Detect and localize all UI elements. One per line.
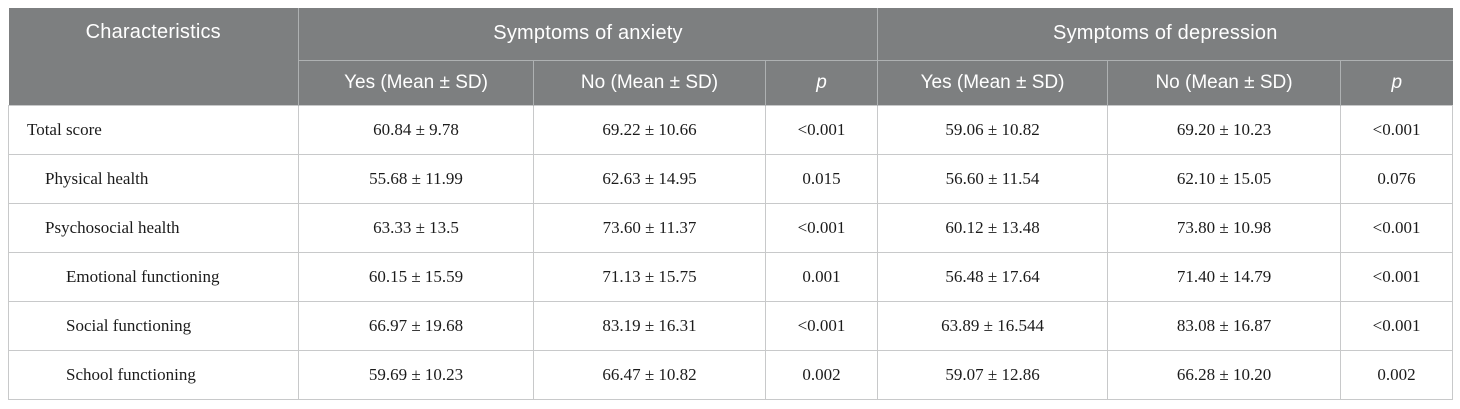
row-label: Social functioning bbox=[8, 300, 299, 351]
cell-depression-no: 71.40 ± 14.79 bbox=[1107, 251, 1342, 302]
table-row: Social functioning 66.97 ± 19.68 83.19 ±… bbox=[8, 300, 1454, 351]
table-row: Psychosocial health 63.33 ± 13.5 73.60 ±… bbox=[8, 202, 1454, 253]
cell-depression-p: <0.001 bbox=[1340, 202, 1454, 253]
cell-depression-no: 69.20 ± 10.23 bbox=[1107, 104, 1342, 155]
header-anxiety-no: No (Mean ± SD) bbox=[533, 60, 766, 105]
cell-anxiety-p: <0.001 bbox=[764, 300, 879, 351]
cell-depression-p: <0.001 bbox=[1340, 251, 1454, 302]
header-anxiety-p: p bbox=[764, 60, 878, 105]
header-group-depression: Symptoms of depression bbox=[877, 8, 1453, 61]
header-depression-yes: Yes (Mean ± SD) bbox=[877, 60, 1108, 105]
cell-depression-no: 62.10 ± 15.05 bbox=[1107, 153, 1342, 204]
cell-anxiety-no: 83.19 ± 16.31 bbox=[533, 300, 766, 351]
row-label: Physical health bbox=[8, 153, 299, 204]
cell-anxiety-p: <0.001 bbox=[764, 104, 879, 155]
table-row: Physical health 55.68 ± 11.99 62.63 ± 14… bbox=[8, 153, 1454, 204]
cell-anxiety-yes: 66.97 ± 19.68 bbox=[298, 300, 534, 351]
cell-anxiety-p: 0.015 bbox=[764, 153, 879, 204]
row-label: School functioning bbox=[8, 349, 299, 400]
symptoms-comparison-table: Characteristics Symptoms of anxiety Symp… bbox=[8, 8, 1454, 400]
table-body: Total score 60.84 ± 9.78 69.22 ± 10.66 <… bbox=[8, 104, 1454, 400]
row-label: Psychosocial health bbox=[8, 202, 299, 253]
table-row: Emotional functioning 60.15 ± 15.59 71.1… bbox=[8, 251, 1454, 302]
cell-depression-no: 66.28 ± 10.20 bbox=[1107, 349, 1342, 400]
cell-anxiety-no: 66.47 ± 10.82 bbox=[533, 349, 766, 400]
cell-depression-yes: 59.07 ± 12.86 bbox=[877, 349, 1109, 400]
header-group-row: Characteristics Symptoms of anxiety Symp… bbox=[8, 8, 1453, 105]
cell-anxiety-yes: 55.68 ± 11.99 bbox=[298, 153, 534, 204]
cell-depression-p: 0.076 bbox=[1340, 153, 1454, 204]
cell-depression-p: <0.001 bbox=[1340, 104, 1454, 155]
cell-anxiety-yes: 60.84 ± 9.78 bbox=[298, 104, 534, 155]
cell-depression-no: 73.80 ± 10.98 bbox=[1107, 202, 1342, 253]
cell-anxiety-p: <0.001 bbox=[764, 202, 879, 253]
cell-anxiety-p: 0.001 bbox=[764, 251, 879, 302]
cell-depression-yes: 56.60 ± 11.54 bbox=[877, 153, 1109, 204]
row-label: Emotional functioning bbox=[8, 251, 299, 302]
cell-anxiety-yes: 60.15 ± 15.59 bbox=[298, 251, 534, 302]
cell-depression-yes: 63.89 ± 16.544 bbox=[877, 300, 1109, 351]
header-depression-no: No (Mean ± SD) bbox=[1107, 60, 1341, 105]
table-header: Characteristics Symptoms of anxiety Symp… bbox=[8, 8, 1453, 105]
cell-depression-no: 83.08 ± 16.87 bbox=[1107, 300, 1342, 351]
header-subcolumn-row: Yes (Mean ± SD) No (Mean ± SD) p Yes (Me… bbox=[9, 60, 1453, 105]
cell-depression-yes: 60.12 ± 13.48 bbox=[877, 202, 1109, 253]
header-anxiety-yes: Yes (Mean ± SD) bbox=[298, 60, 534, 105]
cell-depression-yes: 59.06 ± 10.82 bbox=[877, 104, 1109, 155]
cell-depression-p: 0.002 bbox=[1340, 349, 1454, 400]
row-label: Total score bbox=[8, 104, 299, 155]
cell-anxiety-no: 71.13 ± 15.75 bbox=[533, 251, 766, 302]
cell-anxiety-yes: 63.33 ± 13.5 bbox=[298, 202, 534, 253]
cell-anxiety-no: 69.22 ± 10.66 bbox=[533, 104, 766, 155]
cell-depression-yes: 56.48 ± 17.64 bbox=[877, 251, 1109, 302]
table-row: Total score 60.84 ± 9.78 69.22 ± 10.66 <… bbox=[8, 104, 1454, 155]
cell-anxiety-p: 0.002 bbox=[764, 349, 879, 400]
cell-anxiety-no: 73.60 ± 11.37 bbox=[533, 202, 766, 253]
cell-anxiety-yes: 59.69 ± 10.23 bbox=[298, 349, 534, 400]
header-depression-p: p bbox=[1340, 60, 1453, 105]
table-row: School functioning 59.69 ± 10.23 66.47 ±… bbox=[8, 349, 1454, 400]
header-group-anxiety: Symptoms of anxiety bbox=[297, 8, 878, 61]
cell-anxiety-no: 62.63 ± 14.95 bbox=[533, 153, 766, 204]
header-characteristics: Characteristics bbox=[8, 8, 299, 105]
cell-depression-p: <0.001 bbox=[1340, 300, 1454, 351]
